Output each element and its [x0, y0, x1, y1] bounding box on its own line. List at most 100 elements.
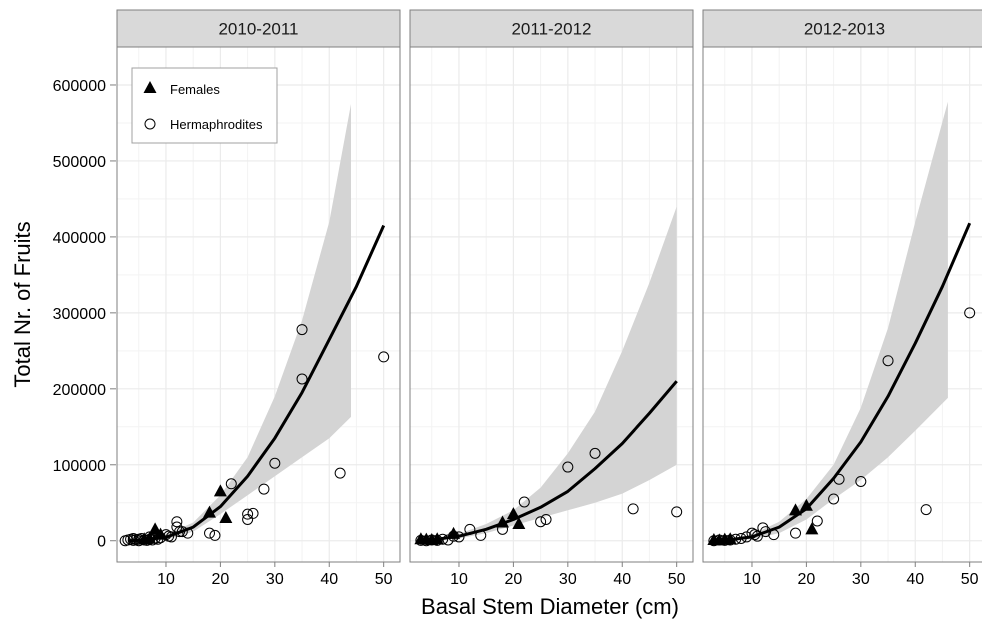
- hermaphrodite-point: [171, 516, 183, 528]
- hermaphrodite-point: [174, 526, 186, 538]
- facet-strip: [409, 9, 694, 48]
- y-tick-label: 600000: [53, 78, 106, 95]
- hermaphrodite-point: [627, 503, 639, 515]
- hermaphrodite-point: [209, 529, 221, 541]
- hermaphrodite-point: [671, 506, 683, 518]
- hermaphrodite-point: [768, 529, 780, 541]
- x-tick-label: 20: [212, 571, 230, 588]
- hermaphrodite-point: [833, 473, 845, 485]
- x-tick-label: 30: [559, 571, 577, 588]
- hermaphrodite-point: [828, 493, 840, 505]
- y-tick-label: 500000: [53, 154, 106, 171]
- hermaphrodite-point: [760, 526, 772, 538]
- hermaphrodite-point: [811, 515, 823, 527]
- hermaphrodite-point: [790, 527, 802, 539]
- panel-2: 2011-2012 10 20 30 40 50: [409, 9, 694, 588]
- hermaphrodite-point: [247, 507, 259, 519]
- legend-hermaphrodite-label: Hermaphrodites: [170, 117, 263, 132]
- x-tick-label: 40: [320, 571, 338, 588]
- female-point: [213, 484, 227, 497]
- x-axis-title: Basal Stem Diameter (cm): [421, 594, 679, 619]
- legend-female-marker: [143, 81, 157, 93]
- x-tick-label: 50: [668, 571, 686, 588]
- female-point: [148, 522, 162, 535]
- hermaphrodite-point: [741, 531, 753, 543]
- facet-strip-label: 2012-2013: [804, 20, 885, 39]
- y-tick-label: 400000: [53, 230, 106, 247]
- hermaphrodite-point: [242, 508, 254, 520]
- hermaphrodite-point: [518, 496, 530, 508]
- female-point: [789, 503, 803, 516]
- hermaphrodite-point: [442, 534, 454, 546]
- panel-3: 2012-2013 10 20 30 40 50: [702, 9, 982, 588]
- hermaphrodite-point: [746, 527, 758, 539]
- y-tick-label: 300000: [53, 306, 106, 323]
- hermaphrodite-point: [749, 529, 761, 541]
- x-tick-label: 50: [961, 571, 979, 588]
- hermaphrodite-point: [475, 529, 487, 541]
- legend-female-label: Females: [170, 82, 220, 97]
- hermaphrodite-point: [964, 307, 976, 319]
- hermaphrodite-point: [920, 504, 932, 516]
- x-tick-label: 30: [852, 571, 870, 588]
- hermaphrodite-point: [757, 522, 769, 534]
- panel-border: [116, 46, 401, 563]
- hermaphrodite-point: [296, 324, 308, 336]
- x-tick-label: 40: [613, 571, 631, 588]
- x-tick-label: 30: [266, 571, 284, 588]
- x-tick-label: 20: [798, 571, 816, 588]
- panel-border: [702, 46, 982, 563]
- panel-marks: [707, 101, 976, 547]
- hermaphrodite-point: [176, 526, 188, 538]
- hermaphrodite-point: [751, 530, 763, 542]
- facet-strip-label: 2010-2011: [218, 20, 298, 39]
- fitted-curve: [713, 222, 972, 543]
- panel-border: [409, 46, 694, 563]
- confidence-ribbon: [420, 206, 677, 541]
- hermaphrodite-point: [182, 527, 194, 539]
- female-point: [447, 526, 461, 539]
- female-point: [496, 515, 510, 528]
- facet-strip-label: 2011-2012: [511, 20, 591, 39]
- female-point: [799, 498, 813, 511]
- legend-hermaphrodite-marker: [144, 118, 156, 130]
- legend: Females Hermaphrodites: [131, 67, 278, 144]
- hermaphrodite-point: [225, 478, 237, 490]
- x-tick-label: 10: [450, 571, 468, 588]
- female-point: [219, 510, 233, 523]
- female-point: [203, 505, 217, 518]
- hermaphrodite-point: [589, 447, 601, 459]
- panel-marks: [414, 206, 683, 547]
- hermaphrodite-point: [334, 467, 346, 479]
- hermaphrodite-point: [464, 523, 476, 535]
- female-point: [430, 532, 444, 545]
- hermaphrodite-point: [855, 475, 867, 487]
- confidence-ribbon: [713, 101, 948, 541]
- hermaphrodite-point: [378, 351, 390, 363]
- hermaphrodite-point: [296, 373, 308, 385]
- hermaphrodite-point: [535, 516, 547, 528]
- legend-box: [131, 67, 278, 144]
- female-point: [512, 517, 526, 530]
- y-tick-label: 0: [97, 534, 106, 551]
- hermaphrodite-point: [735, 532, 747, 544]
- female-point: [805, 522, 819, 535]
- hermaphrodite-point: [258, 483, 270, 495]
- facet-strip: [702, 9, 982, 48]
- confidence-ribbon: [127, 104, 352, 541]
- x-tick-label: 40: [906, 571, 924, 588]
- panel-marks: [119, 104, 390, 547]
- hermaphrodite-point: [269, 457, 281, 469]
- female-point: [154, 527, 168, 540]
- hermaphrodite-point: [882, 355, 894, 367]
- hermaphrodite-point: [562, 461, 574, 473]
- y-tick-label: 200000: [53, 382, 106, 399]
- hermaphrodite-point: [540, 513, 552, 525]
- y-axis-title: Total Nr. of Fruits: [10, 221, 35, 387]
- hermaphrodite-point: [242, 513, 254, 525]
- hermaphrodite-point: [204, 527, 216, 539]
- female-point: [723, 532, 737, 545]
- female-point: [143, 531, 157, 544]
